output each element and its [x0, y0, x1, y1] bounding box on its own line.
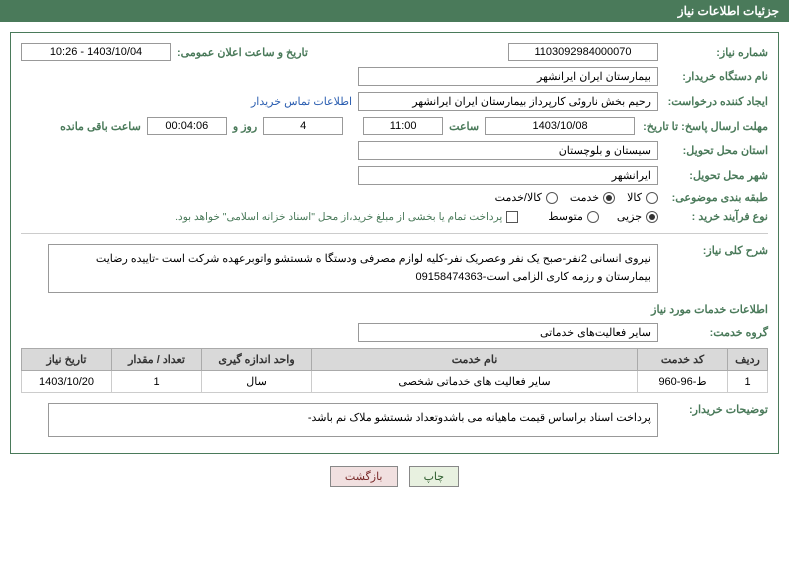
back-button[interactable]: بازگشت [330, 466, 398, 487]
cat-service-label: خدمت [570, 191, 599, 204]
radio-icon [646, 192, 658, 204]
remaining-label: ساعت باقی مانده [54, 120, 147, 133]
requester-value: رحیم بخش ناروئی کارپرداز بیمارستان ایران… [358, 92, 658, 111]
deadline-label: مهلت ارسال پاسخ: تا تاریخ: [635, 120, 768, 133]
service-group-value: سایر فعالیت‌های خدماتی [358, 323, 658, 342]
announce-value: 1403/10/04 - 10:26 [21, 43, 171, 61]
cat-goods-service-label: کالا/خدمت [495, 191, 542, 204]
need-number-label: شماره نیاز: [658, 46, 768, 59]
cat-goods-service[interactable]: کالا/خدمت [495, 191, 558, 204]
service-group-label: گروه خدمت: [658, 326, 768, 339]
buyer-org-value: بیمارستان ایران ایرانشهر [358, 67, 658, 86]
deadline-date: 1403/10/08 [485, 117, 635, 135]
radio-icon [587, 211, 599, 223]
cell-unit: سال [202, 371, 312, 393]
proc-partial[interactable]: جزیی [617, 210, 658, 223]
process-type-group: جزیی متوسط [548, 210, 658, 223]
table-header-row: ردیف کد خدمت نام خدمت واحد اندازه گیری ت… [22, 349, 768, 371]
need-desc-label: شرح کلی نیاز: [658, 244, 768, 257]
page-header: جزئیات اطلاعات نیاز [0, 0, 789, 22]
th-code: کد خدمت [638, 349, 728, 371]
need-desc-box: نیروی انسانی 2نفر-صبح یک نفر وعصریک نفر-… [48, 244, 658, 293]
cell-qty: 1 [112, 371, 202, 393]
proc-medium[interactable]: متوسط [548, 210, 599, 223]
services-table: ردیف کد خدمت نام خدمت واحد اندازه گیری ت… [21, 348, 768, 393]
city-label: شهر محل تحویل: [658, 169, 768, 182]
process-type-label: نوع فرآیند خرید : [658, 210, 768, 223]
radio-icon [603, 192, 615, 204]
page-title: جزئیات اطلاعات نیاز [678, 4, 779, 18]
cat-service[interactable]: خدمت [570, 191, 615, 204]
category-label: طبقه بندی موضوعی: [658, 191, 768, 204]
payment-note-text: پرداخت تمام یا بخشی از مبلغ خرید،از محل … [175, 211, 502, 223]
checkbox-icon [506, 211, 518, 223]
city-value: ایرانشهر [358, 166, 658, 185]
th-unit: واحد اندازه گیری [202, 349, 312, 371]
deadline-time: 11:00 [363, 117, 443, 135]
cell-code: ط-96-960 [638, 371, 728, 393]
th-date: تاریخ نیاز [22, 349, 112, 371]
cell-date: 1403/10/20 [22, 371, 112, 393]
buyer-notes-label: توضیحات خریدار: [658, 403, 768, 416]
th-row: ردیف [728, 349, 768, 371]
services-section-title: اطلاعات خدمات مورد نیاز [21, 303, 768, 317]
days-remaining: 4 [263, 117, 343, 135]
category-group: کالا خدمت کالا/خدمت [495, 191, 658, 204]
time-remaining: 00:04:06 [147, 117, 227, 135]
cell-row: 1 [728, 371, 768, 393]
buyer-org-label: نام دستگاه خریدار: [658, 70, 768, 83]
need-number-value: 1103092984000070 [508, 43, 658, 61]
radio-icon [546, 192, 558, 204]
action-buttons: چاپ بازگشت [0, 466, 789, 487]
separator [21, 233, 768, 234]
days-and-label: روز و [227, 120, 263, 133]
cat-goods[interactable]: کالا [627, 191, 658, 204]
table-row: 1 ط-96-960 سایر فعالیت های خدماتی شخصی س… [22, 371, 768, 393]
main-form: شماره نیاز: 1103092984000070 تاریخ و ساع… [10, 32, 779, 454]
proc-medium-label: متوسط [548, 210, 583, 223]
requester-label: ایجاد کننده درخواست: [658, 95, 768, 108]
announce-label: تاریخ و ساعت اعلان عمومی: [171, 46, 314, 59]
time-label: ساعت [443, 120, 485, 133]
cell-name: سایر فعالیت های خدماتی شخصی [312, 371, 638, 393]
th-qty: تعداد / مقدار [112, 349, 202, 371]
print-button[interactable]: چاپ [409, 466, 460, 487]
radio-icon [646, 211, 658, 223]
province-value: سیستان و بلوچستان [358, 141, 658, 160]
buyer-notes-box: پرداخت اسناد براساس قیمت ماهیانه می باشد… [48, 403, 658, 437]
th-name: نام خدمت [312, 349, 638, 371]
payment-note-check[interactable]: پرداخت تمام یا بخشی از مبلغ خرید،از محل … [175, 211, 518, 223]
proc-partial-label: جزیی [617, 210, 642, 223]
contact-link[interactable]: اطلاعات تماس خریدار [245, 95, 358, 108]
cat-goods-label: کالا [627, 191, 642, 204]
province-label: استان محل تحویل: [658, 144, 768, 157]
